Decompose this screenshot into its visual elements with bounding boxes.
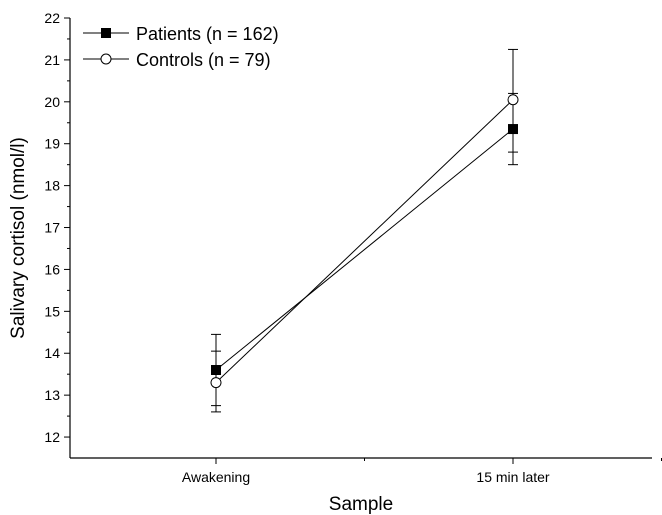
legend-controls-label: Controls (n = 79) [136,50,271,70]
y-axis-ticks: 12 13 14 15 16 17 18 19 20 21 22 [44,10,70,445]
y-tick-label: 12 [44,429,60,445]
y-tick-label: 18 [44,178,60,194]
x-axis-label: Sample [329,494,393,515]
legend-controls-marker [100,53,112,65]
y-tick-label: 19 [44,136,60,152]
y-axis-label: Salivary cortisol (nmol/l) [8,137,29,339]
legend: Patients (n = 162) Controls (n = 79) [83,24,279,70]
y-tick-label: 13 [44,387,60,403]
y-tick-label: 15 [44,303,60,319]
plot-area: 12 13 14 15 16 17 18 19 20 21 22 Awakening 15 min l… [44,10,662,485]
y-tick-label: 22 [44,10,60,26]
y-tick-label: 14 [44,345,60,361]
legend-patients-marker [101,28,111,38]
series-layer [210,48,519,413]
y-tick-label: 20 [44,94,60,110]
y-tick-label: 21 [44,52,60,68]
x-axis-ticks: Awakening 15 min later [182,458,662,485]
data-point-patients [211,365,221,375]
data-point-patients [508,124,518,135]
x-tick-label: 15 min later [476,469,549,485]
data-point-controls [210,377,222,389]
data-point-controls [507,94,519,106]
series-line-controls [215,99,514,383]
series-line-patients [215,128,514,371]
y-tick-label: 16 [44,261,60,277]
legend-patients-label: Patients (n = 162) [136,24,279,44]
x-tick-label: Awakening [182,469,250,485]
y-tick-label: 17 [44,220,60,236]
